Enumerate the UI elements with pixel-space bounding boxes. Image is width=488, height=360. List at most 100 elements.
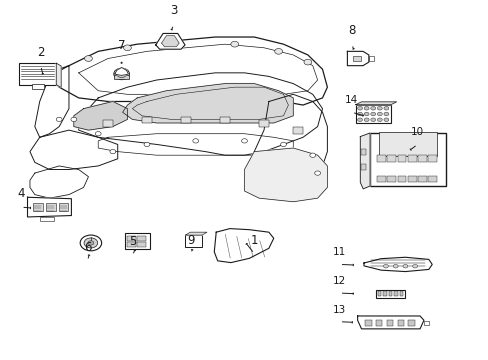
Circle shape — [144, 142, 150, 147]
Circle shape — [274, 49, 282, 54]
Circle shape — [357, 118, 362, 122]
Bar — [386, 320, 392, 326]
Bar — [32, 84, 43, 89]
Bar — [33, 203, 43, 211]
Bar — [407, 155, 416, 162]
Polygon shape — [49, 37, 327, 105]
Bar — [46, 203, 56, 211]
Circle shape — [377, 118, 382, 122]
Bar — [388, 291, 391, 296]
Bar — [417, 176, 426, 182]
Bar — [142, 117, 152, 123]
Bar — [376, 176, 385, 182]
Bar — [124, 233, 150, 249]
Polygon shape — [355, 102, 396, 105]
Polygon shape — [79, 73, 322, 155]
Circle shape — [402, 264, 407, 268]
Circle shape — [114, 68, 129, 80]
Text: 3: 3 — [170, 4, 177, 17]
Bar — [368, 57, 373, 61]
Circle shape — [84, 238, 98, 248]
Polygon shape — [35, 66, 69, 137]
Circle shape — [370, 118, 375, 122]
Circle shape — [88, 241, 94, 245]
Bar — [220, 117, 229, 123]
Bar — [397, 176, 406, 182]
Circle shape — [95, 131, 101, 136]
Polygon shape — [185, 232, 206, 235]
Circle shape — [110, 149, 116, 154]
Circle shape — [123, 45, 131, 51]
Circle shape — [357, 107, 362, 110]
Circle shape — [412, 264, 417, 268]
Circle shape — [309, 153, 315, 157]
Bar — [114, 75, 129, 79]
Polygon shape — [56, 63, 61, 87]
Circle shape — [370, 107, 375, 110]
Bar — [417, 155, 426, 162]
Bar — [386, 155, 395, 162]
Circle shape — [230, 41, 238, 47]
Bar — [427, 176, 436, 182]
Polygon shape — [27, 197, 71, 217]
Circle shape — [84, 56, 92, 61]
Circle shape — [377, 107, 382, 110]
Polygon shape — [214, 229, 273, 263]
Circle shape — [383, 264, 387, 268]
Circle shape — [280, 142, 286, 147]
Bar — [361, 149, 366, 155]
Polygon shape — [115, 67, 128, 75]
Circle shape — [172, 41, 180, 47]
Bar — [386, 176, 395, 182]
Bar — [59, 203, 68, 211]
Bar — [365, 320, 371, 326]
Polygon shape — [244, 148, 327, 202]
Polygon shape — [360, 133, 369, 189]
Bar — [383, 291, 386, 296]
Bar — [377, 291, 380, 296]
Bar — [40, 217, 54, 221]
Text: 10: 10 — [410, 127, 423, 137]
Polygon shape — [161, 36, 179, 47]
Circle shape — [383, 118, 388, 122]
Bar — [399, 291, 403, 296]
Bar — [19, 63, 56, 85]
Bar — [397, 320, 403, 326]
Text: 1: 1 — [250, 234, 258, 247]
Bar — [407, 320, 414, 326]
Bar — [407, 176, 416, 182]
Bar — [375, 290, 405, 298]
Text: 7: 7 — [118, 39, 125, 52]
Polygon shape — [74, 102, 127, 130]
Text: 2: 2 — [37, 45, 44, 59]
Circle shape — [383, 112, 388, 116]
Text: 6: 6 — [83, 241, 91, 254]
Circle shape — [377, 112, 382, 116]
Polygon shape — [122, 84, 293, 123]
Circle shape — [364, 112, 368, 116]
Circle shape — [364, 118, 368, 122]
Bar — [259, 120, 268, 127]
Text: 4: 4 — [18, 187, 25, 200]
Bar — [103, 120, 113, 127]
Circle shape — [56, 117, 62, 122]
Text: 8: 8 — [347, 24, 355, 37]
Polygon shape — [30, 166, 88, 198]
Bar — [427, 155, 436, 162]
Circle shape — [192, 139, 198, 143]
Text: 9: 9 — [187, 234, 194, 247]
Circle shape — [383, 107, 388, 110]
Bar — [375, 320, 382, 326]
Circle shape — [117, 70, 126, 77]
Circle shape — [392, 264, 397, 268]
Circle shape — [80, 235, 102, 251]
Bar — [181, 117, 190, 123]
Bar — [137, 242, 145, 247]
Bar — [355, 105, 390, 123]
Bar — [352, 56, 360, 61]
Text: 12: 12 — [332, 276, 346, 286]
Circle shape — [241, 139, 247, 143]
Bar — [127, 237, 136, 241]
Polygon shape — [98, 134, 293, 155]
Text: 11: 11 — [332, 247, 346, 257]
